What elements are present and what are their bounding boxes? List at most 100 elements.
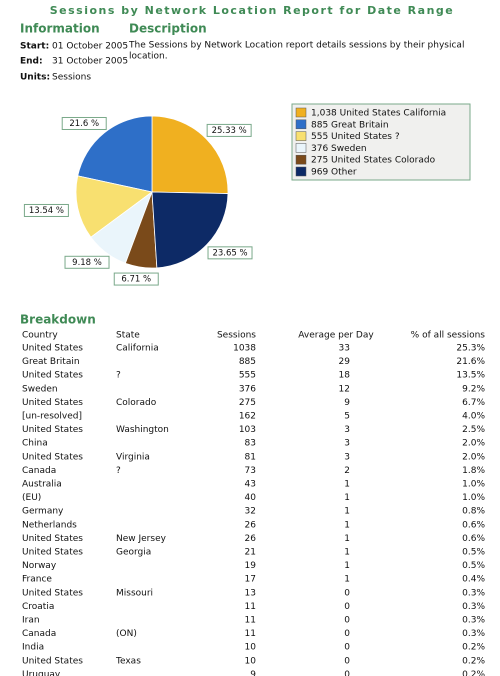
table-cell: 32: [245, 507, 256, 517]
table-cell: 1.0%: [462, 493, 485, 503]
table-cell: 1: [344, 575, 350, 585]
pie-slice: [151, 115, 229, 194]
table-cell: 0: [344, 629, 350, 639]
legend-swatch: [295, 143, 307, 153]
table-cell: 43: [245, 480, 256, 490]
column-header: Country: [22, 331, 58, 341]
slice-label-box: [64, 255, 110, 269]
table-cell: Germany: [22, 507, 64, 517]
table-cell: United States: [22, 534, 83, 544]
table-cell: United States: [22, 656, 83, 666]
table-cell: United States: [22, 588, 83, 598]
table-cell: 0.3%: [462, 602, 485, 612]
table-cell: 11: [245, 602, 256, 612]
table-cell: 25.3%: [456, 344, 485, 354]
legend-swatch: [295, 107, 307, 118]
table-cell: Canada: [22, 466, 56, 476]
table-cell: 9: [344, 398, 350, 408]
table-cell: 0: [344, 670, 350, 676]
table-cell: California: [116, 344, 159, 354]
table-cell: 0: [344, 656, 350, 666]
table-cell: 0: [344, 616, 350, 626]
table-cell: ?: [116, 371, 121, 381]
table-cell: 0.6%: [462, 534, 485, 544]
table-cell: 555: [239, 371, 256, 381]
table-cell: 2.0%: [462, 452, 485, 462]
table-cell: China: [22, 439, 48, 449]
slice-label: 25.33 %: [212, 126, 247, 136]
table-cell: 21.6%: [456, 357, 485, 367]
table-cell: 885: [239, 357, 256, 367]
table-cell: 0.8%: [462, 507, 485, 517]
legend-entry: 275 United States Colorado: [311, 156, 436, 166]
table-cell: 0.6%: [462, 520, 485, 530]
table-cell: 1: [344, 561, 350, 571]
pie-slice: [75, 175, 153, 238]
legend-entry: 376 Sweden: [311, 144, 367, 154]
table-cell: New Jersey: [116, 534, 167, 544]
table-cell: Virginia: [116, 452, 150, 462]
table-cell: 0.4%: [462, 575, 485, 585]
table-cell: 19: [245, 561, 257, 571]
table-cell: 1: [344, 520, 350, 530]
table-cell: 17: [245, 575, 256, 585]
table-cell: 103: [239, 425, 256, 435]
legend-swatch: [295, 131, 307, 141]
table-cell: 73: [245, 466, 256, 476]
table-cell: 0.5%: [462, 561, 485, 571]
table-cell: 10: [245, 643, 257, 653]
slice-label-box: [23, 203, 69, 217]
table-cell: 1.8%: [462, 466, 485, 476]
slice-label-box: [207, 246, 253, 260]
table-cell: Iran: [22, 616, 40, 626]
legend-box: [291, 103, 471, 181]
table-cell: France: [22, 575, 52, 585]
column-header: Sessions: [217, 331, 256, 341]
end-date: 31 October 2005: [52, 57, 128, 67]
table-cell: Colorado: [116, 398, 157, 408]
table-cell: 2.0%: [462, 439, 485, 449]
table-cell: (ON): [116, 629, 137, 639]
table-cell: 13: [245, 588, 256, 598]
legend-entry: 1,038 United States California: [311, 109, 446, 119]
slice-label: 13.54 %: [29, 206, 64, 216]
table-cell: United States: [22, 371, 83, 381]
table-cell: 0.2%: [462, 643, 485, 653]
table-cell: 162: [239, 412, 256, 422]
table-cell: United States: [22, 398, 83, 408]
table-cell: ?: [116, 466, 121, 476]
table-cell: 0.2%: [462, 670, 485, 676]
table-cell: Uruguay: [22, 670, 61, 676]
table-cell: 3: [344, 452, 350, 462]
slice-label-box: [206, 123, 252, 137]
table-cell: 0.3%: [462, 616, 485, 626]
column-header: % of all sessions: [411, 331, 486, 341]
column-header: State: [116, 331, 140, 341]
table-cell: 1: [344, 534, 350, 544]
table-cell: 12: [339, 384, 350, 394]
table-cell: Netherlands: [22, 520, 77, 530]
slice-label: 23.65 %: [212, 248, 247, 258]
table-cell: 275: [239, 398, 256, 408]
table-cell: 10: [245, 656, 257, 666]
legend-entry: 885 Great Britain: [311, 120, 389, 130]
table-cell: India: [22, 643, 44, 653]
breakdown-heading: Breakdown: [20, 313, 96, 327]
end-label: End:: [20, 57, 43, 67]
legend-entry: 969 Other: [311, 168, 357, 178]
table-cell: United States: [22, 425, 83, 435]
table-cell: 5: [344, 412, 350, 422]
table-cell: 26: [245, 534, 257, 544]
table-cell: 26: [245, 520, 257, 530]
slice-label-box: [113, 272, 159, 286]
table-cell: United States: [22, 452, 83, 462]
table-cell: 13.5%: [456, 371, 485, 381]
legend-swatch: [295, 119, 307, 130]
pie-slice: [151, 191, 229, 269]
column-header: Average per Day: [298, 331, 374, 341]
table-cell: Croatia: [22, 602, 54, 612]
table-cell: 33: [339, 344, 350, 354]
table-cell: 11: [245, 629, 256, 639]
start-label: Start:: [20, 42, 49, 52]
table-cell: 0.3%: [462, 588, 485, 598]
